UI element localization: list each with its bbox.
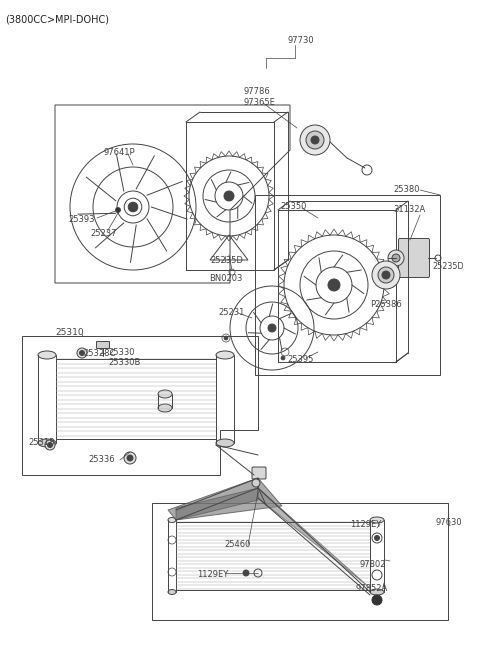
Circle shape xyxy=(224,191,234,201)
Circle shape xyxy=(252,479,260,487)
Text: 25235D: 25235D xyxy=(432,262,464,271)
Text: (3800CC>MPI-DOHC): (3800CC>MPI-DOHC) xyxy=(5,14,109,24)
Polygon shape xyxy=(258,488,370,588)
Ellipse shape xyxy=(370,517,384,523)
Circle shape xyxy=(124,199,142,215)
Text: 25380: 25380 xyxy=(393,185,420,194)
Text: 1129EY: 1129EY xyxy=(350,520,381,529)
Ellipse shape xyxy=(216,439,234,447)
Circle shape xyxy=(388,250,404,266)
Text: P25386: P25386 xyxy=(370,300,402,309)
Text: 25318: 25318 xyxy=(28,438,55,447)
Circle shape xyxy=(311,136,319,144)
Ellipse shape xyxy=(168,517,176,522)
Text: 97641P: 97641P xyxy=(103,148,134,157)
Text: 31132A: 31132A xyxy=(393,205,425,214)
Ellipse shape xyxy=(216,351,234,359)
FancyBboxPatch shape xyxy=(252,467,266,479)
Circle shape xyxy=(300,125,330,155)
Circle shape xyxy=(48,443,52,447)
Text: 25235D: 25235D xyxy=(210,256,243,265)
FancyBboxPatch shape xyxy=(398,238,430,278)
Circle shape xyxy=(372,261,400,289)
Circle shape xyxy=(127,455,133,461)
Circle shape xyxy=(372,595,382,605)
Circle shape xyxy=(306,131,324,149)
Text: 25336: 25336 xyxy=(88,455,115,464)
Circle shape xyxy=(77,348,87,358)
Text: 25330: 25330 xyxy=(108,348,134,357)
Polygon shape xyxy=(168,478,282,520)
Text: 25310: 25310 xyxy=(55,328,84,337)
Text: 25237: 25237 xyxy=(90,229,117,238)
Circle shape xyxy=(128,202,138,212)
Text: 97630: 97630 xyxy=(436,518,463,527)
Text: 25231: 25231 xyxy=(218,308,244,317)
Circle shape xyxy=(378,267,394,283)
Circle shape xyxy=(374,535,380,541)
Circle shape xyxy=(116,208,120,212)
Ellipse shape xyxy=(38,351,56,359)
Polygon shape xyxy=(176,488,258,520)
Circle shape xyxy=(243,570,249,576)
Circle shape xyxy=(224,336,228,340)
Text: 25393: 25393 xyxy=(68,215,95,224)
FancyBboxPatch shape xyxy=(96,342,109,349)
Text: 97786: 97786 xyxy=(243,87,270,96)
Text: 25328C: 25328C xyxy=(83,349,115,358)
Ellipse shape xyxy=(370,589,384,595)
Circle shape xyxy=(45,440,55,450)
Circle shape xyxy=(281,356,285,360)
Circle shape xyxy=(392,254,400,262)
Ellipse shape xyxy=(158,404,172,412)
Text: 25395: 25395 xyxy=(287,355,313,364)
Text: 25330B: 25330B xyxy=(108,358,140,367)
Circle shape xyxy=(268,324,276,332)
Text: 25350: 25350 xyxy=(280,202,306,211)
Text: BN0203: BN0203 xyxy=(209,274,242,283)
Ellipse shape xyxy=(168,590,176,594)
Circle shape xyxy=(80,351,84,355)
Circle shape xyxy=(382,271,390,279)
Text: 97852A: 97852A xyxy=(355,584,387,593)
Text: 1129EY: 1129EY xyxy=(197,570,228,579)
Text: 97802: 97802 xyxy=(360,560,386,569)
Circle shape xyxy=(124,452,136,464)
Ellipse shape xyxy=(158,390,172,398)
Text: 97365E: 97365E xyxy=(243,98,275,107)
Circle shape xyxy=(328,279,340,291)
Ellipse shape xyxy=(38,439,56,447)
Text: 25460: 25460 xyxy=(224,540,251,549)
Text: 97730: 97730 xyxy=(287,36,313,45)
